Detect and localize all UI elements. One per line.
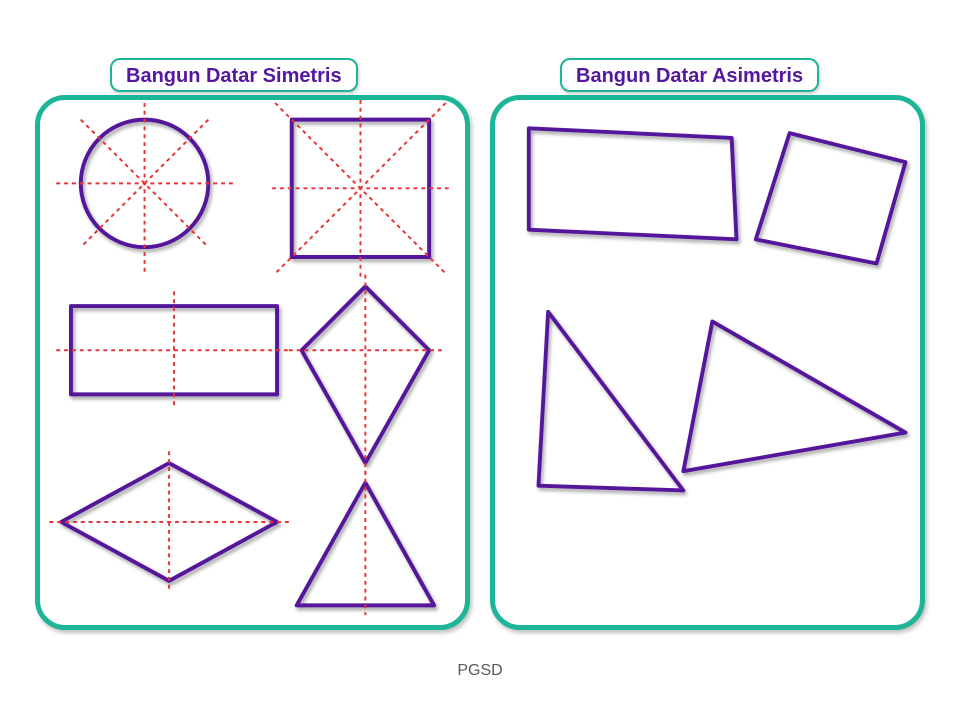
asymmetric-shapes-svg (495, 100, 920, 625)
scalene-triangle-shape (683, 321, 905, 471)
footer-label: PGSD (0, 662, 960, 680)
page: Bangun Datar Simetris Bangun Datar Asime… (0, 0, 960, 720)
footer-text: PGSD (457, 662, 502, 679)
asymmetric-panel (490, 95, 925, 630)
trapezoid-shape (529, 128, 737, 239)
panels-row (35, 95, 925, 630)
right-triangle-shape (538, 312, 683, 491)
left-panel-title-text: Bangun Datar Simetris (126, 65, 342, 87)
right-panel-title-text: Bangun Datar Asimetris (576, 65, 803, 87)
parallelogram-shape (756, 133, 906, 263)
kite-shape (302, 286, 430, 463)
symmetric-shapes-svg (40, 100, 465, 625)
left-panel-title: Bangun Datar Simetris (110, 58, 358, 92)
symmetric-panel (35, 95, 470, 630)
right-panel-title: Bangun Datar Asimetris (560, 58, 819, 92)
